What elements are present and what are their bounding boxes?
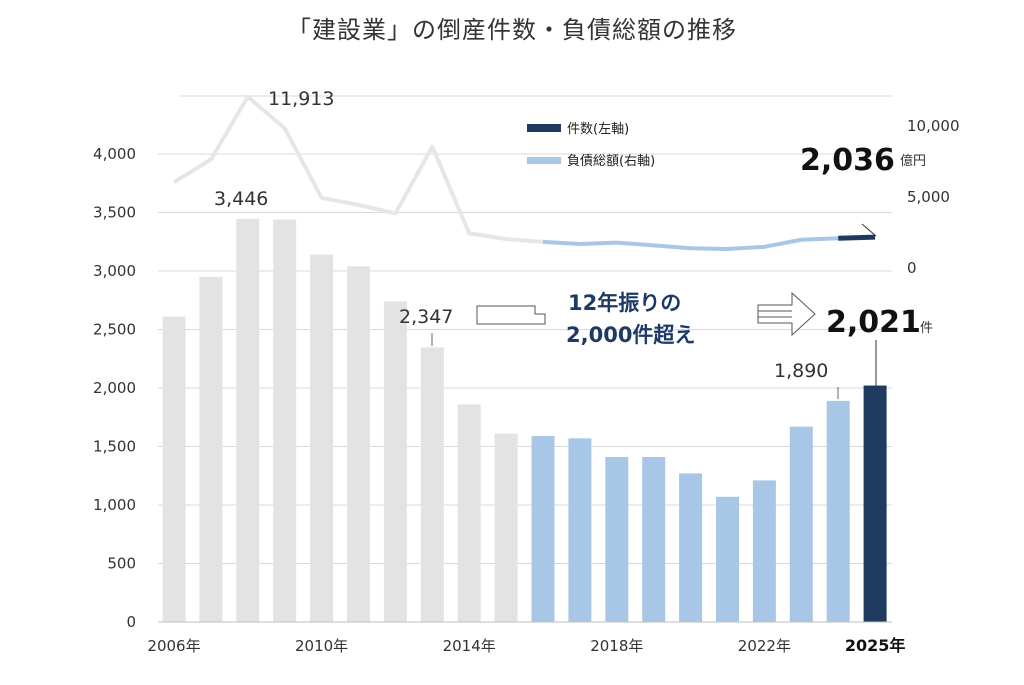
left-tick-label: 4,000: [93, 145, 136, 163]
current-bar-value: 2,021: [826, 305, 921, 340]
left-tick-label: 0: [126, 613, 136, 631]
bar-series: [162, 218, 887, 622]
line-segment-recent: [542, 236, 839, 251]
right-axis: 0 5,000 10,000: [907, 117, 960, 277]
note-line2: 2,000件超え: [566, 323, 695, 347]
left-tick-label: 2,000: [93, 379, 136, 397]
left-axis: 0 500 1,000 1,500 2,000 2,500 3,000 3,500 4,000: [93, 145, 136, 631]
note-line1: 12年振りの: [568, 291, 681, 315]
right-tick-label: 10,000: [907, 117, 960, 135]
note-left-arrow: [476, 305, 546, 325]
x-tick-label: 2006年: [147, 637, 200, 655]
bar: [383, 301, 407, 622]
left-tick-label: 500: [107, 555, 136, 573]
legend-label-debt: 負債総額(右軸): [567, 154, 655, 169]
prev-bar-label: 1,890: [774, 360, 828, 382]
bar: [568, 438, 592, 622]
bar: [236, 218, 260, 622]
left-tick-label: 3,500: [93, 204, 136, 222]
current-line-leader: [861, 223, 877, 237]
left-tick-label: 1,000: [93, 496, 136, 514]
bar: [863, 385, 887, 622]
peak-bar-label: 3,446: [214, 188, 268, 210]
bar: [162, 316, 186, 622]
x-tick-label: 2025年: [845, 636, 906, 655]
bar: [420, 347, 444, 622]
bar: [826, 400, 850, 622]
left-tick-label: 1,500: [93, 438, 136, 456]
left-tick-label: 2,500: [93, 321, 136, 339]
bar: [679, 473, 703, 622]
bar: [605, 457, 629, 622]
bar: [273, 219, 297, 622]
bar: [347, 266, 370, 622]
line-segment-past: [172, 94, 544, 244]
legend-label-count: 件数(左軸): [567, 122, 629, 137]
bar: [716, 496, 739, 622]
note-right-arrow: [757, 291, 816, 337]
legend: 件数(左軸) 負債総額(右軸): [527, 122, 655, 169]
legend-swatch-debt: [527, 157, 561, 164]
bar: [642, 457, 666, 622]
x-tick-label: 2022年: [738, 637, 791, 655]
right-tick-label: 5,000: [907, 188, 950, 206]
bar: [789, 426, 813, 622]
chart-title: 「建設業」の倒産件数・負債総額の推移: [287, 16, 737, 44]
line-series: [172, 94, 876, 251]
left-tick-label: 3,000: [93, 262, 136, 280]
x-tick-label: 2010年: [295, 637, 348, 655]
line-segment-current: [838, 234, 876, 241]
current-line-unit: 億円: [900, 153, 926, 169]
x-axis: 2006年 2010年 2014年 2018年 2022年 2025年: [147, 621, 906, 655]
bar: [531, 435, 555, 622]
legend-swatch-count: [527, 124, 561, 132]
bar: [199, 276, 223, 622]
mid-bar-label: 2,347: [399, 306, 453, 328]
bar: [310, 254, 334, 622]
current-line-value: 2,036: [800, 143, 895, 178]
current-bar-unit: 件: [920, 321, 933, 336]
bar: [457, 404, 481, 622]
gridlines: [158, 95, 892, 623]
peak-line-label: 11,913: [268, 88, 334, 110]
right-tick-label: 0: [907, 259, 917, 277]
x-tick-label: 2018年: [590, 637, 643, 655]
bar: [752, 480, 776, 622]
x-tick-label: 2014年: [443, 637, 496, 655]
bar: [494, 433, 518, 622]
